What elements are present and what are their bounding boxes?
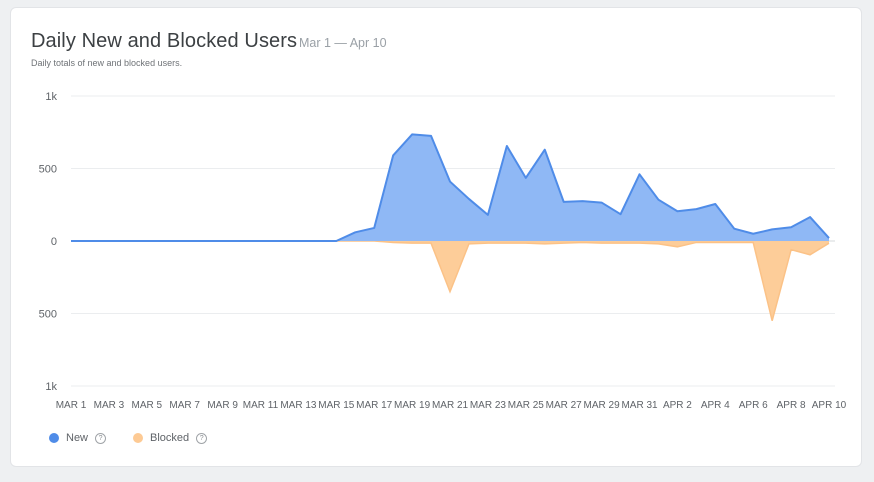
x-tick-label: MAR 29 [584, 400, 621, 411]
x-tick-label: MAR 27 [546, 400, 583, 411]
legend-item-new[interactable]: New ? [49, 432, 107, 444]
x-tick-label: MAR 11 [243, 400, 279, 411]
date-range: Mar 1 — Apr 10 [299, 36, 387, 50]
x-tick-label: MAR 31 [621, 400, 658, 411]
x-tick-label: MAR 19 [394, 400, 431, 411]
new-series-area [71, 134, 829, 241]
chart-card: Daily New and Blocked Users Mar 1 — Apr … [10, 7, 862, 467]
new-series-line [71, 133, 830, 242]
question-circle-icon[interactable]: ? [196, 432, 208, 444]
x-tick-label: MAR 13 [280, 400, 317, 411]
blocked-series-dot [133, 433, 144, 443]
question-circle-icon[interactable]: ? [95, 432, 107, 444]
x-tick-label: MAR 17 [356, 400, 393, 411]
x-tick-label: MAR 1 [56, 400, 87, 411]
chart-subtitle: Daily totals of new and blocked users. [31, 58, 183, 68]
legend-item-blocked[interactable]: Blocked ? [133, 432, 208, 444]
legend: New ? Blocked ? [49, 432, 234, 444]
x-tick-label: MAR 7 [169, 400, 200, 411]
x-tick-label: APR 6 [739, 400, 768, 411]
x-tick-label: MAR 15 [318, 400, 355, 411]
x-tick-label: APR 10 [812, 400, 847, 411]
x-tick-label: MAR 21 [432, 400, 469, 411]
x-tick-label: MAR 3 [94, 400, 125, 411]
legend-label-blocked: Blocked [150, 432, 190, 444]
x-tick-label: MAR 5 [132, 400, 163, 411]
y-tick-label: 1k [45, 91, 57, 103]
chart-title: Daily New and Blocked Users [31, 30, 298, 52]
y-tick-label: 500 [39, 309, 57, 321]
legend-label-new: New [66, 432, 89, 444]
x-tick-label: MAR 23 [470, 400, 507, 411]
x-tick-label: MAR 25 [508, 400, 545, 411]
new-series-dot [49, 433, 59, 443]
y-tick-label: 500 [39, 164, 57, 176]
y-tick-label: 1k [45, 381, 57, 393]
y-tick-label: 0 [51, 236, 57, 248]
x-tick-label: MAR 9 [207, 400, 238, 411]
x-tick-label: APR 4 [701, 400, 730, 411]
x-tick-label: APR 2 [663, 400, 692, 411]
area-chart: 1k 500 0 500 1k MAR 1 MAR 3 MAR 5 MAR 7 MAR 9 MAR … [39, 91, 847, 411]
x-tick-label: APR 8 [777, 400, 806, 411]
blocked-series-area [71, 241, 829, 321]
